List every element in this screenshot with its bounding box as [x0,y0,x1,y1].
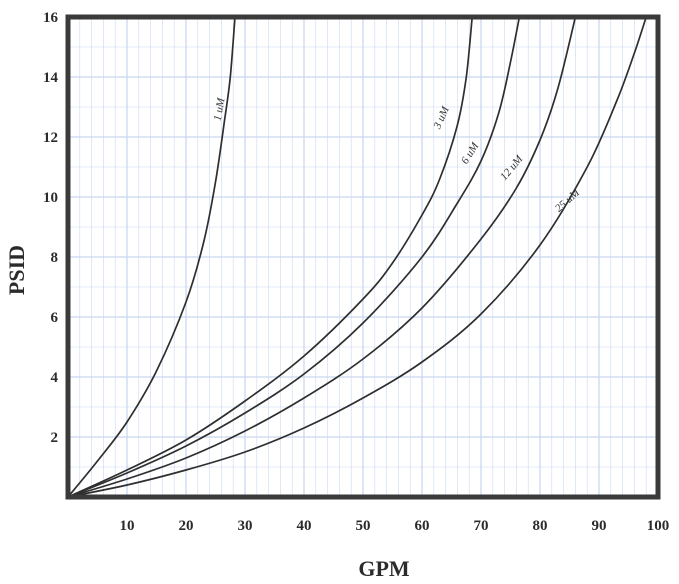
plot-frame [65,14,661,500]
x-tick-label: 50 [356,518,371,534]
y-tick-label: 16 [43,10,59,26]
x-tick-label: 60 [415,518,430,534]
curves [67,16,648,498]
y-tick-labels: 2 4 6 8 10 12 14 16 [43,10,59,446]
x-tick-label: 40 [297,518,312,534]
x-tick-label: 70 [474,518,489,534]
y-tick-label: 14 [43,70,59,86]
series-line-12-um [67,16,577,498]
x-tick-label: 20 [179,518,194,534]
x-tick-label: 30 [238,518,253,534]
series-line-6-um [67,16,521,498]
series-label: 1 uM [212,96,228,121]
grid [67,16,659,498]
x-tick-label: 10 [120,518,135,534]
y-tick-label: 10 [43,190,58,206]
x-axis-title: GPM [358,556,410,581]
series-label: 3 uM [431,104,452,131]
y-axis-title: PSID [4,245,29,295]
series-line-25-um [67,16,648,498]
x-tick-label: 80 [533,518,548,534]
series-line-1-um [67,16,236,498]
series-label: 25 uM [553,186,583,214]
y-tick-label: 12 [43,130,58,146]
series-line-3-um [67,16,474,498]
x-tick-label: 100 [647,518,670,534]
y-tick-label: 8 [51,250,59,266]
y-tick-label: 6 [51,310,59,326]
y-tick-label: 2 [51,430,59,446]
y-tick-label: 4 [51,370,59,386]
x-tick-label: 90 [592,518,607,534]
series-label: 6 uM [459,140,482,167]
x-tick-labels: 10 20 30 40 50 60 70 80 90 100 [120,518,670,534]
